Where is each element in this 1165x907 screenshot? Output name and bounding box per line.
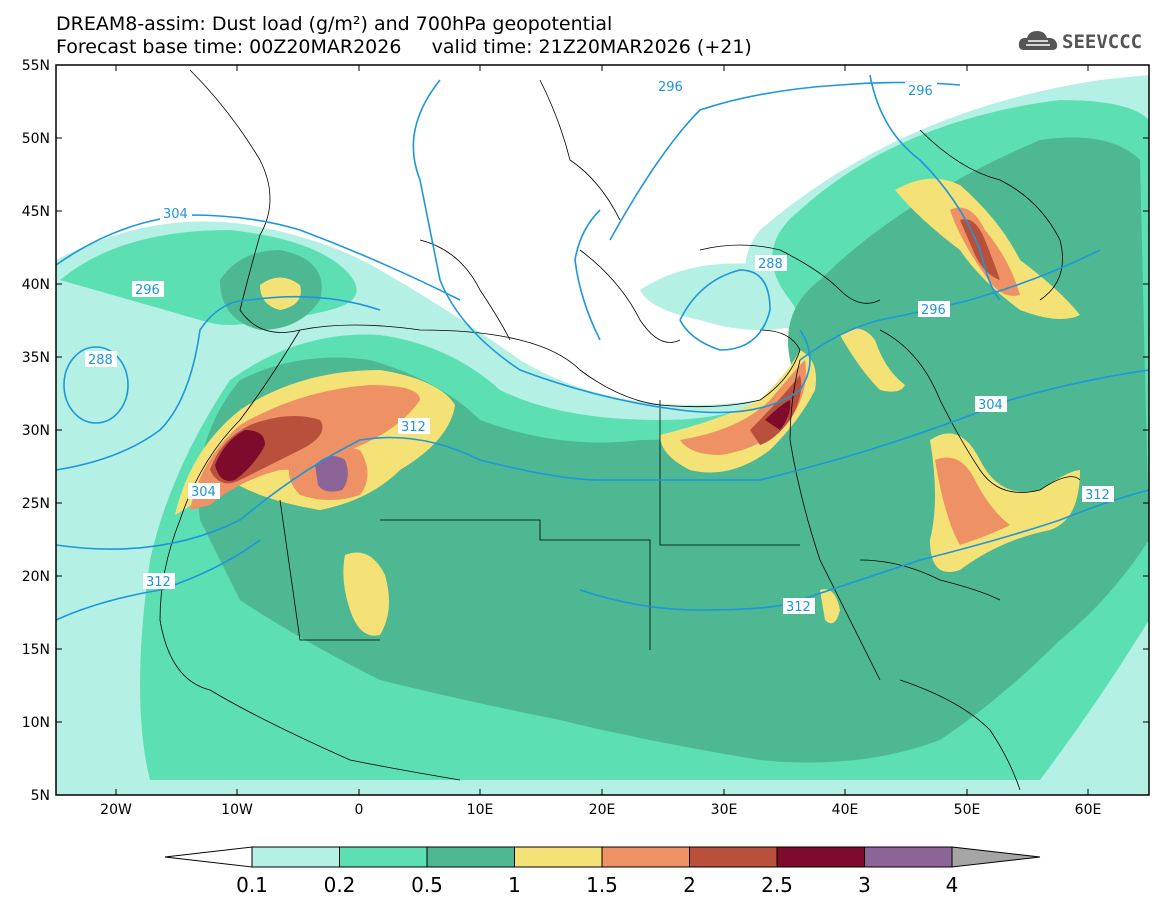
colorbar-tick: 3 <box>858 873 871 897</box>
contour-label: 312 <box>786 600 811 615</box>
coastlines <box>159 69 1081 791</box>
colorbar-swatch <box>776 846 865 868</box>
contour-label: 288 <box>88 353 113 368</box>
colorbar-tick: 1 <box>508 873 521 897</box>
colorbar-swatch <box>864 846 953 868</box>
colorbar-tick: 4 <box>945 873 959 897</box>
contour-labels: 296 296 304 296 288 288 296 312 304 304 … <box>85 78 1114 615</box>
contour-label: 296 <box>135 283 160 298</box>
contour-label: 304 <box>163 207 188 222</box>
colorbar-swatch <box>339 846 428 868</box>
dust-layer-3 <box>315 456 348 492</box>
contour-label: 312 <box>146 575 171 590</box>
colorbar-tick: 2.5 <box>761 873 793 897</box>
colorbar-swatch <box>251 846 340 868</box>
colorbar-tick: 2 <box>683 873 696 897</box>
contour-label: 304 <box>978 398 1003 413</box>
colorbar-swatch <box>601 846 690 868</box>
geopotential-contours <box>56 74 1149 621</box>
lon-label: 20E <box>589 802 616 818</box>
colorbar-tick: 0.2 <box>323 873 356 897</box>
title-line-1: DREAM8-assim: Dust load (g/m²) and 700hP… <box>56 13 613 35</box>
colorbar-tick: 0.5 <box>411 873 443 897</box>
lon-label: 30E <box>711 802 738 818</box>
contour-label: 288 <box>758 257 783 272</box>
contour-label: 296 <box>921 303 946 318</box>
lat-label: 50N <box>22 131 50 147</box>
lon-label: 20W <box>100 802 132 818</box>
contour-label: 296 <box>908 84 933 99</box>
colorbar-tick: 0.1 <box>236 873 268 897</box>
cloud-icon <box>1018 31 1058 50</box>
dust-layer-2-5 <box>215 400 791 481</box>
lon-label: 40E <box>832 802 859 818</box>
colorbar-swatch <box>426 846 515 868</box>
colorbar-swatch <box>689 846 778 868</box>
lat-label: 30N <box>22 423 50 439</box>
lon-label: 50E <box>954 802 981 818</box>
dust-field <box>56 69 1149 795</box>
lat-label: 45N <box>22 204 50 220</box>
contour-label: 296 <box>658 80 683 95</box>
lat-label: 35N <box>22 350 50 366</box>
seevccc-logo: SEEVCCC <box>1018 28 1158 56</box>
lon-label: 10W <box>221 802 253 818</box>
colorbar-high-arrow <box>951 846 1041 868</box>
lat-label: 5N <box>31 788 50 804</box>
lat-label: 15N <box>22 642 50 658</box>
lat-label: 55N <box>22 58 50 74</box>
lon-label: 60E <box>1075 802 1102 818</box>
contour-label: 312 <box>1085 488 1110 503</box>
lat-label: 25N <box>22 496 50 512</box>
latitude-labels: 55N 50N 45N 40N 35N 30N 25N 20N 15N 10N … <box>22 58 50 804</box>
contour-label: 304 <box>191 485 216 500</box>
colorbar-swatch <box>514 846 603 868</box>
colorbar <box>164 846 1041 868</box>
logo-text: SEEVCCC <box>1062 31 1143 53</box>
lon-label: 10E <box>467 802 494 818</box>
lat-label: 10N <box>22 715 50 731</box>
lat-label: 20N <box>22 569 50 585</box>
longitude-labels: 20W 10W 0 10E 20E 30E 40E 50E 60E <box>100 802 1101 818</box>
title-line-2: Forecast base time: 00Z20MAR2026 valid t… <box>56 36 752 58</box>
colorbar-low-arrow <box>164 846 253 868</box>
lon-label: 0 <box>355 802 364 818</box>
colorbar-tick: 1.5 <box>586 873 618 897</box>
lat-ticks <box>56 65 1149 795</box>
contour-label: 312 <box>401 420 426 435</box>
lat-label: 40N <box>22 277 50 293</box>
